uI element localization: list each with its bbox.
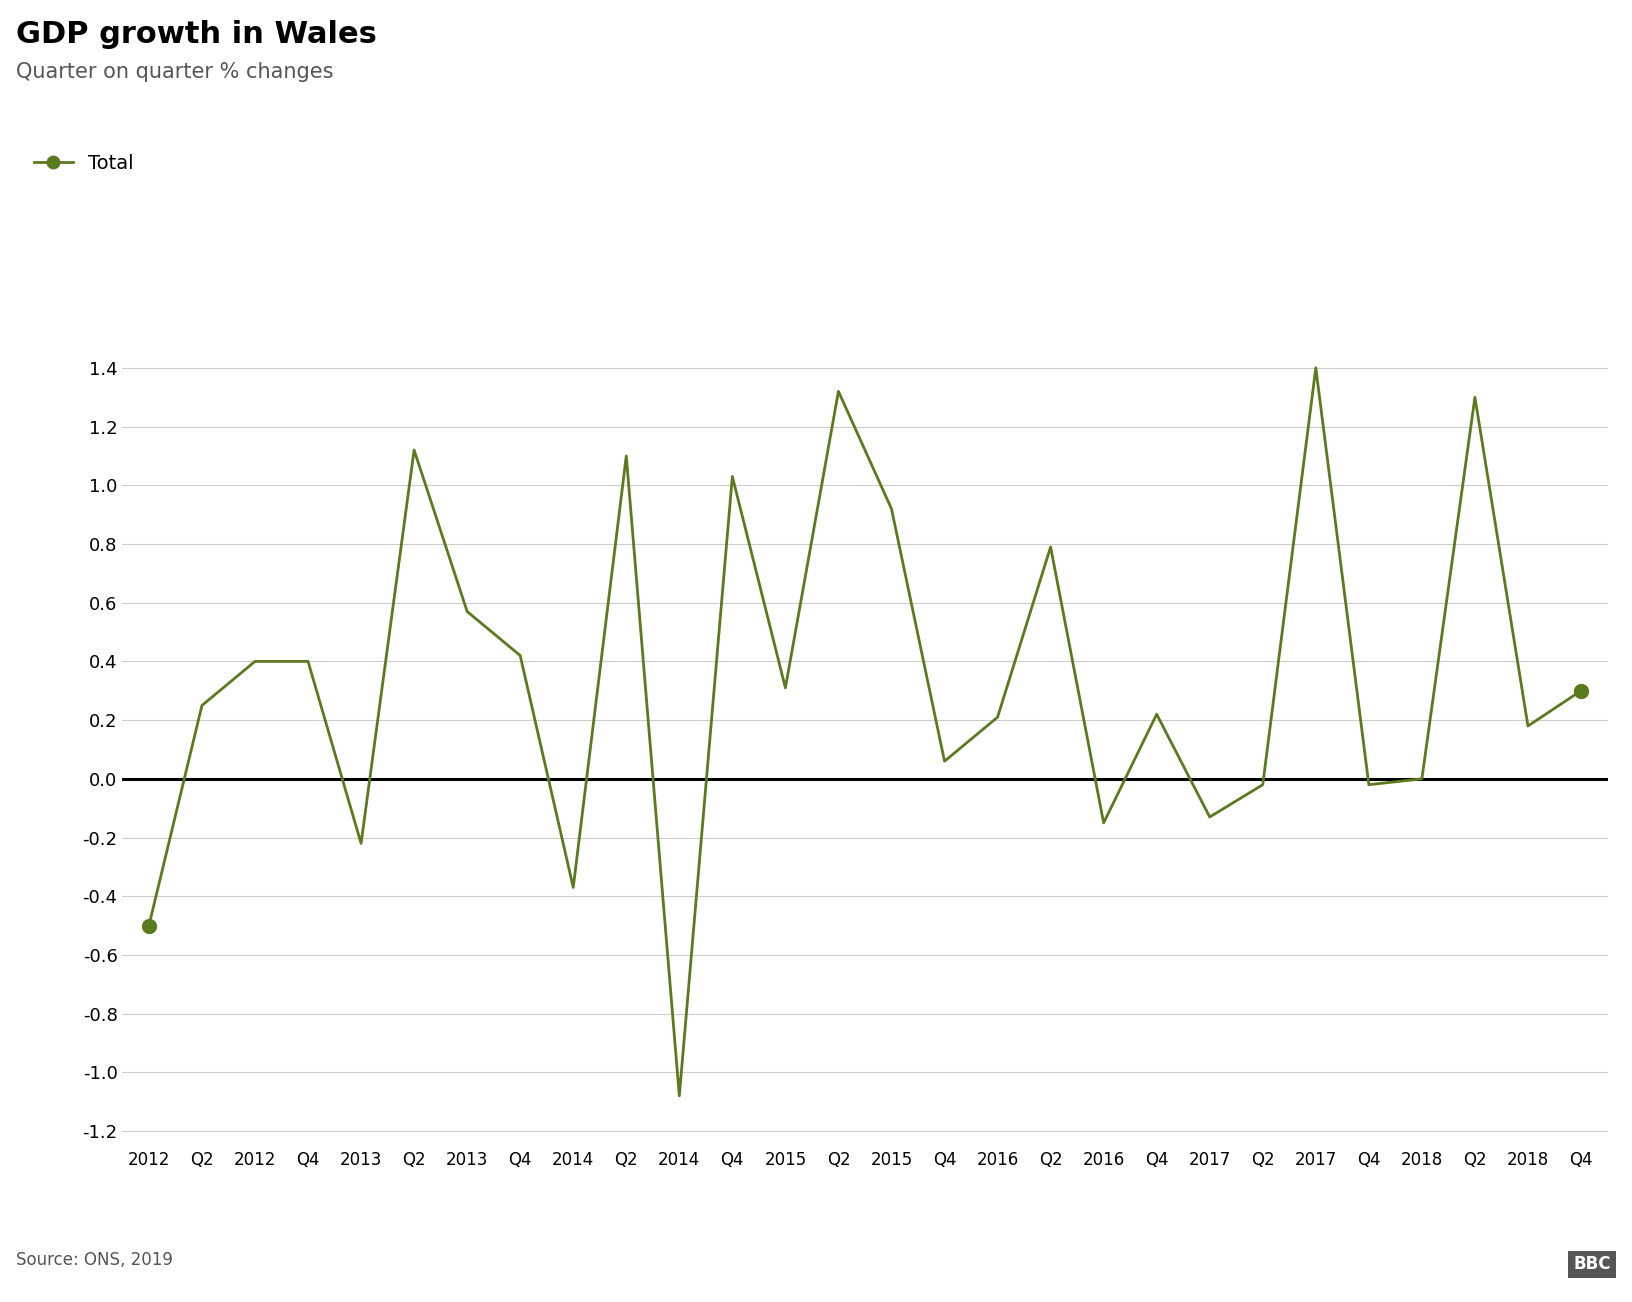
Text: GDP growth in Wales: GDP growth in Wales xyxy=(16,20,377,48)
Text: Quarter on quarter % changes: Quarter on quarter % changes xyxy=(16,62,335,82)
Text: Source: ONS, 2019: Source: ONS, 2019 xyxy=(16,1251,173,1269)
Text: BBC: BBC xyxy=(1573,1255,1611,1273)
Legend: Total: Total xyxy=(26,146,142,181)
